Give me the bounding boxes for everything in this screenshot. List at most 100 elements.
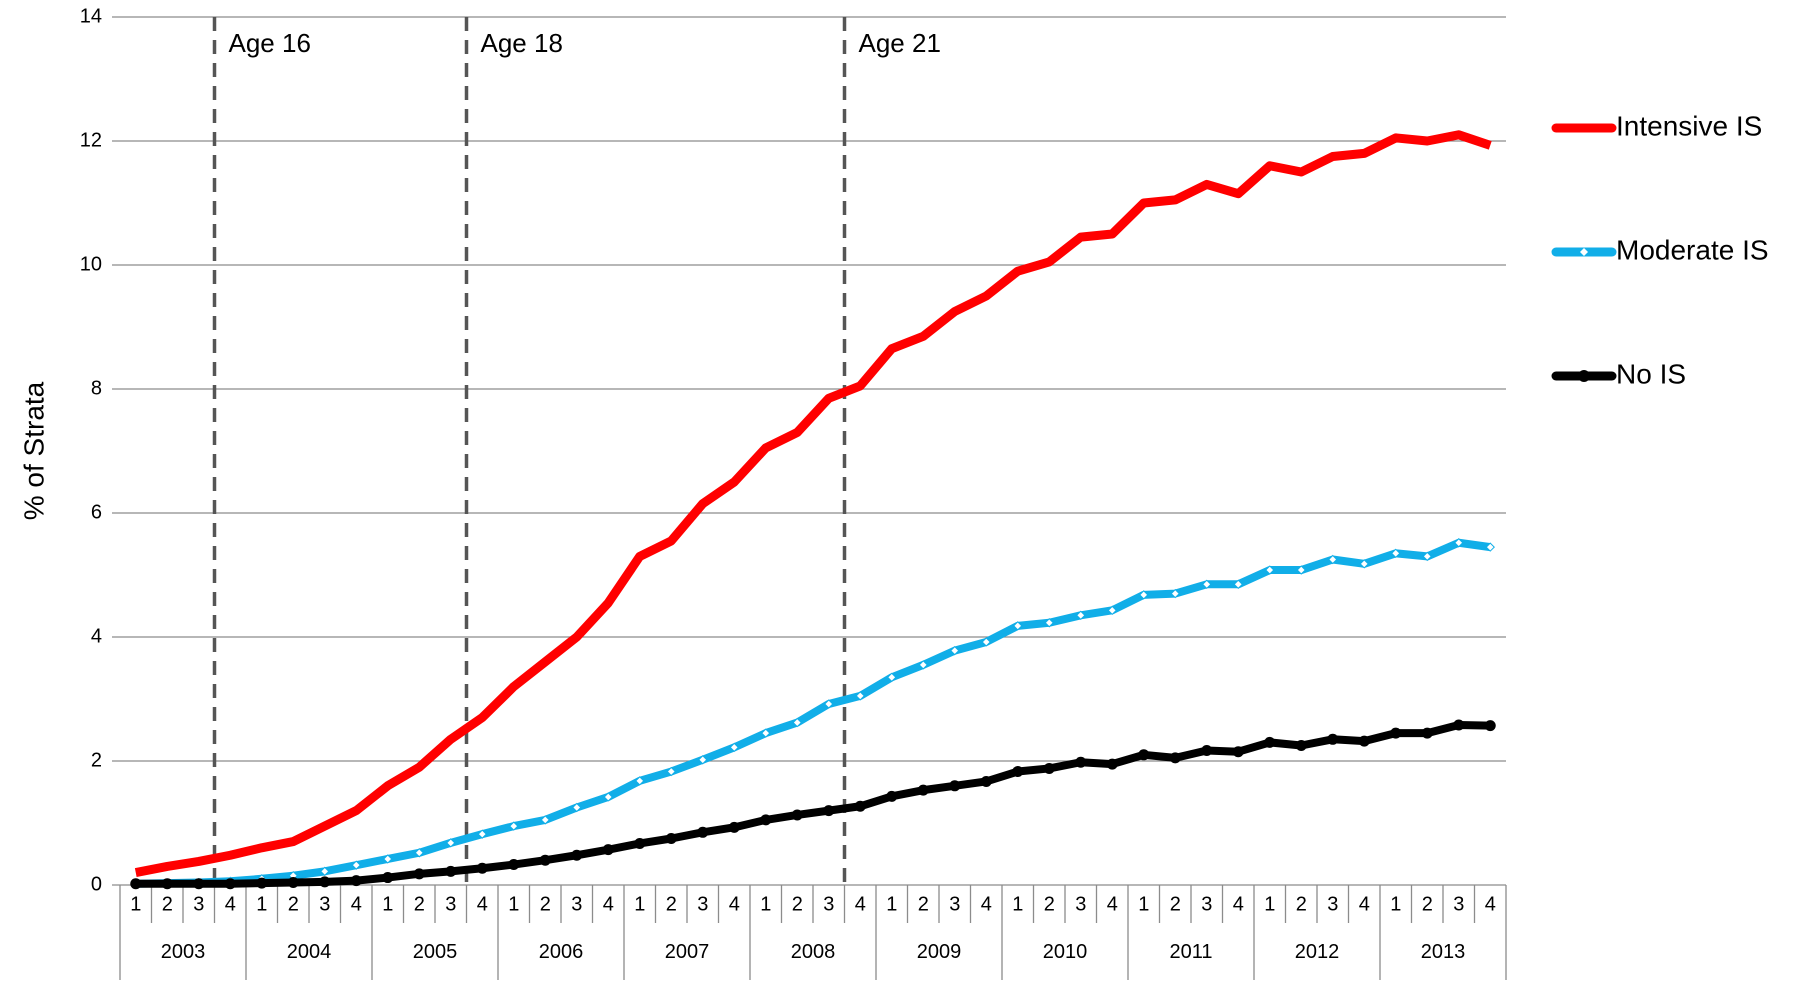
point-marker <box>634 837 646 849</box>
x-tick-label: 4 <box>1107 893 1118 915</box>
x-tick-label: 3 <box>571 893 582 915</box>
point-marker <box>1170 588 1180 599</box>
x-tick-label: 4 <box>1359 893 1370 915</box>
point-marker <box>508 859 520 871</box>
point-marker <box>130 878 142 890</box>
point-marker <box>602 844 614 856</box>
x-tick-label: 2 <box>792 893 803 915</box>
point-marker <box>476 862 488 874</box>
point-marker <box>1201 744 1213 756</box>
point-marker <box>824 699 834 709</box>
y-tick-label: 8 <box>91 377 102 399</box>
group-label: 2012 <box>1295 941 1340 963</box>
point-marker <box>539 854 551 866</box>
y-tick-label: 2 <box>91 749 102 771</box>
x-tick-label: 1 <box>256 893 267 915</box>
point-marker <box>698 755 708 765</box>
x-tick-label: 3 <box>1075 893 1086 915</box>
point-marker <box>887 672 897 683</box>
point-marker <box>855 691 865 701</box>
x-tick-label: 3 <box>1453 893 1464 915</box>
x-tick-label: 3 <box>445 893 456 915</box>
x-tick-label: 1 <box>1138 893 1149 915</box>
x-tick-label: 1 <box>634 893 645 915</box>
group-label: 2009 <box>917 941 962 963</box>
point-marker <box>382 872 394 884</box>
point-marker <box>446 838 456 848</box>
point-marker <box>666 766 676 777</box>
point-marker <box>350 875 362 887</box>
point-marker <box>854 800 866 812</box>
point-marker <box>445 865 457 877</box>
point-marker <box>1359 559 1369 569</box>
legend-label: Moderate IS <box>1616 234 1769 265</box>
x-tick-label: 3 <box>949 893 960 915</box>
x-tick-label: 2 <box>1422 893 1433 915</box>
point-marker <box>1295 740 1307 751</box>
point-marker <box>1139 590 1149 600</box>
point-marker <box>571 849 583 861</box>
point-marker <box>1358 735 1370 747</box>
point-marker <box>1454 538 1464 548</box>
point-marker <box>540 815 550 825</box>
point-marker <box>383 854 393 864</box>
point-marker <box>603 792 613 802</box>
point-marker <box>918 660 928 670</box>
point-marker <box>950 645 960 656</box>
point-marker <box>760 814 772 826</box>
point-marker <box>823 805 835 817</box>
point-marker <box>1327 733 1339 745</box>
annotation-label: Age 16 <box>229 28 311 58</box>
y-axis-label: % of Strata <box>18 381 49 520</box>
point-marker <box>917 784 929 796</box>
annotation-label: Age 21 <box>859 28 941 58</box>
x-tick-label: 3 <box>1327 893 1338 915</box>
point-marker <box>1076 610 1086 621</box>
x-tick-label: 2 <box>918 893 929 915</box>
point-marker <box>949 780 961 792</box>
point-marker <box>414 848 424 858</box>
group-label: 2013 <box>1421 941 1466 963</box>
series-line <box>135 721 1491 888</box>
point-marker <box>1296 565 1306 575</box>
group-label: 2007 <box>665 941 710 963</box>
point-marker <box>413 868 425 880</box>
x-tick-label: 3 <box>1201 893 1212 915</box>
group-label: 2010 <box>1043 941 1088 963</box>
group-label: 2008 <box>791 941 836 963</box>
legend-label: No IS <box>1616 358 1686 389</box>
y-tick-label: 12 <box>80 129 102 151</box>
x-tick-label: 4 <box>1233 893 1244 915</box>
point-marker <box>477 829 487 839</box>
point-marker <box>351 860 361 870</box>
point-marker <box>1169 752 1181 764</box>
x-tick-label: 3 <box>193 893 204 915</box>
x-tick-label: 2 <box>1044 893 1055 915</box>
point-marker <box>980 775 992 787</box>
legend-marker <box>1580 248 1588 256</box>
point-marker <box>319 876 331 888</box>
x-tick-label: 4 <box>729 893 740 915</box>
point-marker <box>1232 746 1244 758</box>
x-tick-label: 2 <box>540 893 551 915</box>
point-marker <box>1485 542 1495 552</box>
y-tick-label: 14 <box>80 5 102 27</box>
point-marker <box>1328 554 1338 565</box>
point-marker <box>1233 579 1243 590</box>
x-tick-label: 2 <box>1296 893 1307 915</box>
series-line <box>134 130 1492 878</box>
x-tick-label: 2 <box>162 893 173 915</box>
x-tick-label: 2 <box>1170 893 1181 915</box>
x-tick-label: 4 <box>981 893 992 915</box>
y-tick-label: 0 <box>91 873 102 895</box>
x-tick-label: 1 <box>886 893 897 915</box>
point-marker <box>665 833 677 844</box>
point-marker <box>320 866 330 877</box>
y-tick-label: 6 <box>91 501 102 523</box>
x-tick-label: 2 <box>414 893 425 915</box>
x-tick-label: 4 <box>855 893 866 915</box>
point-marker <box>1265 565 1275 575</box>
point-marker <box>1422 551 1432 562</box>
point-marker <box>635 776 645 786</box>
